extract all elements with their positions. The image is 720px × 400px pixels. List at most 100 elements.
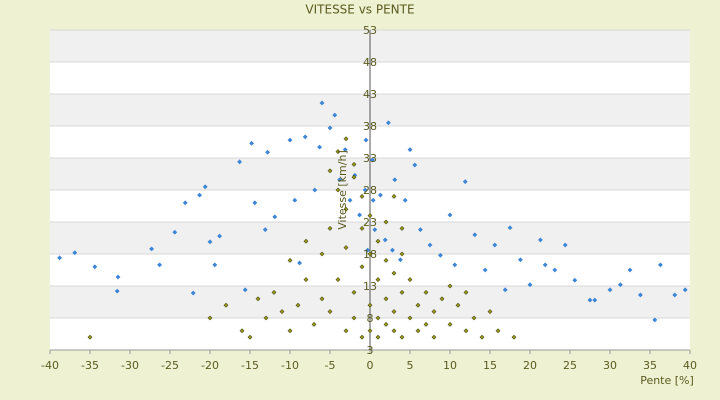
- point: [407, 315, 413, 321]
- point: [351, 289, 357, 295]
- point: [311, 321, 317, 327]
- point: [335, 277, 341, 283]
- point: [87, 334, 93, 340]
- point: [507, 225, 513, 231]
- point: [572, 277, 578, 283]
- point: [511, 334, 517, 340]
- chart-title: VITESSE vs PENTE: [305, 3, 414, 17]
- point: [319, 251, 325, 257]
- x-tick-label: 10: [443, 359, 457, 372]
- point: [587, 297, 593, 303]
- point: [369, 157, 375, 163]
- point: [447, 283, 453, 289]
- point: [272, 214, 278, 220]
- y-tick-label: 8: [367, 312, 374, 325]
- y-tick-label: 23: [363, 216, 377, 229]
- point: [482, 267, 488, 273]
- point: [271, 289, 277, 295]
- point: [399, 289, 405, 295]
- point: [407, 277, 413, 283]
- x-tick-label: -5: [325, 359, 336, 372]
- point: [362, 187, 368, 193]
- point: [385, 120, 391, 126]
- point: [502, 287, 508, 293]
- point: [367, 251, 373, 257]
- point: [495, 328, 501, 334]
- point: [357, 212, 363, 218]
- point: [207, 239, 213, 245]
- x-tick-label: 30: [603, 359, 617, 372]
- y-tick-label: 28: [363, 184, 377, 197]
- point: [343, 206, 349, 212]
- x-axis-label: Pente [%]: [640, 374, 694, 387]
- point: [479, 334, 485, 340]
- x-tick-label: -35: [81, 359, 99, 372]
- point: [447, 321, 453, 327]
- y-tick-label: 18: [363, 248, 377, 261]
- point: [363, 137, 369, 143]
- point: [412, 162, 418, 168]
- point: [287, 328, 293, 334]
- point: [115, 274, 121, 280]
- x-tick-label: -40: [41, 359, 59, 372]
- y-tick-label: 48: [363, 56, 377, 69]
- point: [172, 229, 178, 235]
- y-tick-label: 3: [367, 344, 374, 357]
- point: [542, 262, 548, 268]
- point: [190, 290, 196, 296]
- y-tick-label: 43: [363, 88, 377, 101]
- point: [682, 287, 688, 293]
- x-tick-label: -30: [121, 359, 139, 372]
- point: [391, 270, 397, 276]
- point: [332, 112, 338, 118]
- point: [359, 334, 365, 340]
- point: [237, 159, 243, 165]
- point: [592, 297, 598, 303]
- point: [487, 309, 493, 315]
- y-tick-label: 13: [363, 280, 377, 293]
- point: [182, 200, 188, 206]
- point: [391, 328, 397, 334]
- point: [197, 192, 203, 198]
- point: [327, 309, 333, 315]
- point: [431, 334, 437, 340]
- y-axis-label: Vitesse [km/h]: [336, 150, 349, 230]
- point: [351, 174, 357, 180]
- point: [431, 309, 437, 315]
- point: [302, 134, 308, 140]
- point: [327, 125, 333, 131]
- point: [279, 309, 285, 315]
- point: [249, 140, 255, 146]
- point: [607, 287, 613, 293]
- point: [312, 187, 318, 193]
- point: [375, 315, 381, 321]
- point: [207, 315, 213, 321]
- x-tick-label: 5: [407, 359, 414, 372]
- y-tick-label: 38: [363, 120, 377, 133]
- point: [427, 242, 433, 248]
- point: [319, 296, 325, 302]
- x-tick-label: 0: [367, 359, 374, 372]
- point: [335, 187, 341, 193]
- point: [319, 100, 325, 106]
- point: [263, 315, 269, 321]
- point: [463, 328, 469, 334]
- point: [637, 292, 643, 298]
- point: [335, 149, 341, 155]
- point: [359, 225, 365, 231]
- point: [242, 287, 248, 293]
- point: [657, 262, 663, 268]
- x-tick-label: 20: [523, 359, 537, 372]
- point: [252, 200, 258, 206]
- point: [295, 302, 301, 308]
- point: [562, 242, 568, 248]
- point: [415, 302, 421, 308]
- point: [383, 219, 389, 225]
- point: [383, 321, 389, 327]
- point: [375, 277, 381, 283]
- point: [217, 233, 223, 239]
- point: [417, 227, 423, 233]
- y-tick-label: 53: [363, 24, 377, 37]
- point: [303, 238, 309, 244]
- point: [423, 321, 429, 327]
